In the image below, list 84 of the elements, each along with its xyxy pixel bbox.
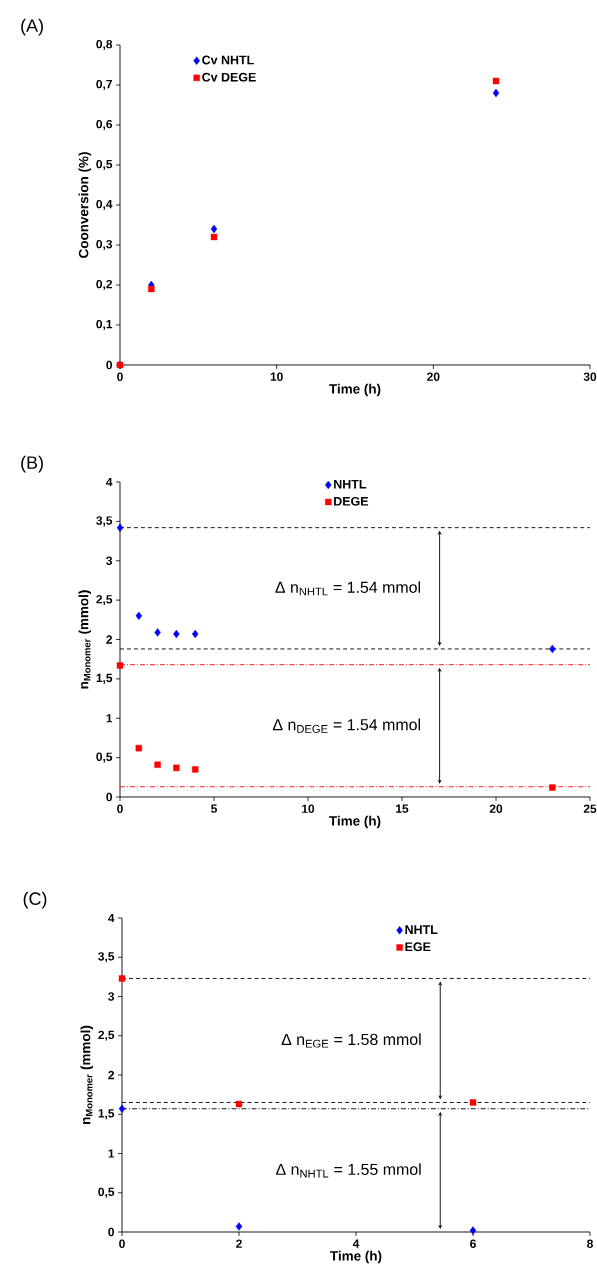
point	[154, 628, 161, 637]
point	[135, 611, 142, 621]
x-axis-title: Time (h)	[329, 815, 381, 829]
y-axis-title: n$_{Monomer}$ (mmol)	[80, 1025, 94, 1124]
x-tick-label: 0	[119, 1239, 125, 1248]
point	[235, 1222, 243, 1231]
y-tick-label: 0	[106, 792, 112, 802]
y-tick-label: 1	[108, 1149, 115, 1158]
x-tick-label: 8	[587, 1239, 593, 1248]
annotation: Δ n$_{DEGE}$ = 1.54 mmol	[272, 718, 420, 733]
x-tick-label: 20	[489, 804, 503, 813]
x-tick-label: 10	[270, 372, 283, 381]
y-tick-label: 0	[106, 360, 112, 370]
y-tick-label: 1	[106, 714, 113, 723]
point	[118, 1104, 126, 1113]
x-tick-label: 25	[583, 804, 597, 813]
point	[148, 285, 155, 293]
annotation: Δ n$_{EGE}$ = 1.58 mmol	[281, 1033, 421, 1048]
legend-label: DEGE	[334, 496, 369, 506]
point	[192, 629, 199, 639]
y-tick-label: 3	[108, 992, 115, 1001]
y-tick-label: 0,5	[96, 752, 113, 763]
y-tick-label: 0,1	[96, 319, 113, 331]
point	[135, 744, 142, 752]
point	[469, 1226, 477, 1235]
y-tick-label: 0,2	[96, 279, 113, 291]
y-tick-label: 3,5	[98, 952, 115, 963]
y-tick-label: 4	[106, 477, 113, 487]
point	[210, 224, 218, 234]
point	[469, 1099, 477, 1106]
legend-label: NHTL	[405, 925, 438, 934]
y-axis-title: n$_{Monomer}$ (mmol)	[78, 590, 92, 689]
point	[492, 88, 500, 98]
y-tick-label: 4	[108, 913, 115, 923]
y-tick-label: 0,5	[96, 159, 113, 171]
y-tick-label: 3	[106, 556, 113, 565]
x-tick-label: 2	[236, 1239, 242, 1248]
y-tick-label: 0,4	[96, 199, 113, 211]
legend-label: EGE	[405, 942, 431, 952]
legend-label: Cv DEGE	[202, 72, 256, 82]
point	[154, 761, 161, 768]
y-tick-label: 2	[108, 1070, 115, 1080]
y-tick-label: 0,7	[96, 79, 112, 91]
x-tick-label: 5	[211, 804, 217, 813]
y-tick-label: 0,8	[96, 39, 113, 51]
y-tick-label: 3,5	[96, 516, 113, 527]
point	[173, 629, 180, 639]
y-tick-label: 1,5	[98, 1109, 115, 1120]
point	[235, 1100, 243, 1108]
x-tick-label: 15	[396, 804, 409, 813]
y-tick-label: 2,5	[98, 1030, 115, 1041]
y-tick-label: 2,5	[96, 595, 113, 606]
x-tick-label: 10	[302, 804, 315, 813]
legend-label: Cv NHTL	[202, 55, 254, 65]
y-tick-label: 0	[108, 1227, 114, 1237]
y-tick-label: 0,5	[98, 1187, 115, 1198]
x-tick-label: 20	[427, 372, 440, 381]
point	[116, 662, 124, 669]
point	[118, 975, 126, 982]
point	[173, 764, 180, 772]
point	[116, 523, 124, 532]
annotation: Δ n$_{NHTL}$ = 1.54 mmol	[275, 581, 420, 596]
x-tick-label: 0	[117, 372, 123, 381]
annotation: Δ n$_{NHTL}$ = 1.55 mmol	[276, 1163, 421, 1178]
point	[210, 233, 218, 241]
x-tick-label: 4	[352, 1239, 360, 1248]
x-axis-title: Time (h)	[329, 383, 381, 397]
point	[549, 784, 556, 791]
chart-title: (A)	[21, 18, 43, 36]
point	[492, 77, 500, 85]
x-tick-label: 30	[583, 372, 597, 381]
y-tick-label: 0,6	[96, 119, 113, 131]
legend-label: NHTL	[334, 479, 367, 489]
x-tick-label: 0	[117, 804, 123, 813]
x-tick-label: 6	[470, 1239, 476, 1248]
x-axis-title: Time (h)	[330, 1250, 382, 1264]
y-tick-label: 1,5	[96, 673, 113, 684]
y-axis-title: Coonversion (%)	[78, 152, 92, 258]
point	[192, 766, 199, 773]
y-tick-label: 2	[106, 635, 113, 644]
y-tick-label: 0,3	[96, 239, 113, 251]
chart-title: (C)	[23, 891, 47, 909]
point	[549, 644, 556, 654]
chart-title: (B)	[21, 455, 43, 473]
